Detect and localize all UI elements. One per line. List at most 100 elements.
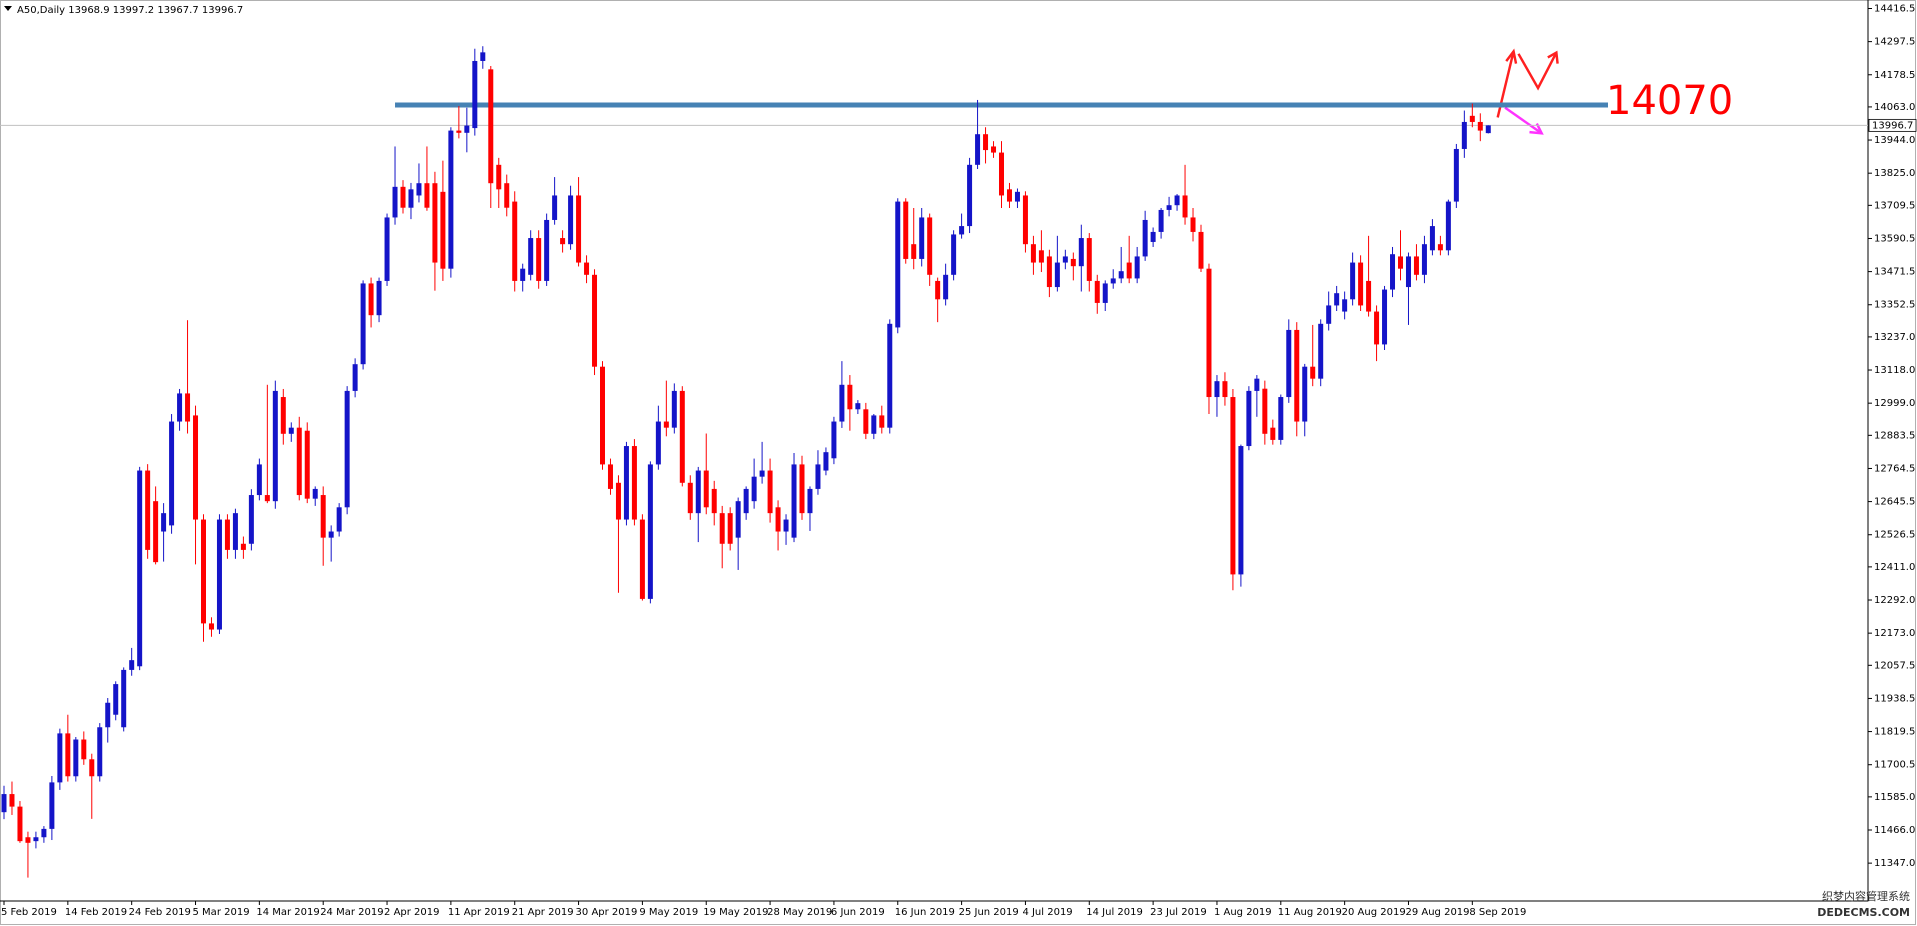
candle-body (33, 837, 39, 842)
candle-body (943, 274, 949, 300)
candle-body (560, 238, 566, 245)
header-high: 13997.2 (113, 5, 154, 16)
candle-body (1302, 366, 1308, 422)
candle-body (1318, 323, 1324, 379)
x-tick-label: 16 Jun 2019 (895, 907, 955, 918)
candle-body (1477, 121, 1483, 131)
x-tick-label: 8 Sep 2019 (1469, 907, 1526, 918)
candle-body (129, 660, 135, 670)
candle-body (280, 397, 286, 434)
candle-body (185, 393, 191, 422)
x-tick-label: 1 Aug 2019 (1214, 907, 1272, 918)
candle-body (1246, 390, 1252, 447)
candle-body (679, 390, 685, 483)
x-tick-label: 5 Feb 2019 (1, 907, 57, 918)
candle-body (1350, 262, 1356, 300)
candle-body (121, 669, 127, 728)
x-tick-label: 5 Mar 2019 (193, 907, 250, 918)
arrow-head (1505, 48, 1518, 64)
header-open: 13968.9 (68, 5, 109, 16)
y-tick-label: 13709.5 (1874, 200, 1915, 211)
x-tick-label: 9 May 2019 (639, 907, 698, 918)
x-tick-label: 23 Jul 2019 (1150, 907, 1207, 918)
candle-body (831, 421, 837, 459)
candle-body (312, 488, 318, 499)
arrow-head (1529, 122, 1544, 135)
candle-body (983, 134, 989, 151)
candle-body (1174, 195, 1180, 206)
candle-body (177, 393, 183, 422)
candle-body (1070, 258, 1076, 267)
x-tick-label: 20 Aug 2019 (1342, 907, 1406, 918)
header-low: 13967.7 (157, 5, 198, 16)
candle-body (137, 470, 143, 667)
candle-body (1078, 238, 1084, 267)
candle-body (73, 739, 79, 777)
candle-body (1413, 256, 1419, 275)
candle-body (1062, 256, 1068, 263)
candle-body (1310, 366, 1316, 379)
x-tick-label: 11 Aug 2019 (1278, 907, 1342, 918)
candle-body (1038, 250, 1044, 263)
x-tick-label: 14 Jul 2019 (1086, 907, 1143, 918)
x-tick-label: 11 Apr 2019 (448, 907, 510, 918)
candle-body (703, 470, 709, 508)
candle-body (248, 495, 254, 544)
y-tick-label: 14416.5 (1874, 3, 1915, 14)
y-tick-label: 13471.5 (1874, 267, 1915, 278)
candle-body (887, 323, 893, 428)
candle-body (89, 759, 95, 777)
y-tick-label: 13352.5 (1874, 300, 1915, 311)
candle-body (1445, 201, 1451, 251)
candle-body (81, 739, 87, 760)
watermark: DEDECMS.COM (1817, 906, 1910, 919)
candle-body (1469, 115, 1475, 122)
candle-body (224, 519, 230, 550)
candle-body (41, 828, 47, 838)
y-tick-label: 12645.5 (1874, 497, 1915, 508)
candle-body (1134, 256, 1140, 279)
candle-body (432, 183, 438, 263)
candle-body (208, 623, 214, 630)
candle-body (791, 464, 797, 538)
candle-body (584, 262, 590, 275)
menu-triangle (4, 6, 12, 11)
candle-body (304, 430, 310, 499)
candle-body (145, 470, 151, 550)
candle-body (1230, 397, 1236, 575)
candle-body (807, 488, 813, 514)
candle-body (480, 52, 486, 61)
y-tick-label: 12057.5 (1874, 660, 1915, 671)
candle-body (536, 238, 542, 281)
candle-body (911, 244, 917, 259)
candle-body (240, 543, 246, 550)
current-price-box (1868, 118, 1917, 132)
candle-body (1030, 244, 1036, 263)
x-tick-label: 2 Apr 2019 (384, 907, 439, 918)
candle-body (552, 195, 558, 220)
candle-body (600, 366, 605, 465)
candle-body (336, 507, 342, 532)
candle-body (695, 470, 701, 514)
candle-body (576, 195, 582, 263)
candle-body (1110, 278, 1116, 284)
candle-body (767, 470, 773, 514)
candle-body (1461, 121, 1467, 149)
candle-body (719, 513, 725, 544)
candle-body (927, 217, 933, 275)
candle-body (783, 519, 789, 532)
candle-body (751, 476, 757, 502)
candle-body (1150, 231, 1156, 242)
candle-body (711, 488, 717, 514)
candle-body (328, 531, 334, 538)
candle-body (639, 519, 645, 599)
candle-body (1262, 388, 1268, 434)
candle-body (161, 513, 167, 532)
x-tick-label: 6 Jun 2019 (831, 907, 885, 918)
candle-body (1334, 293, 1340, 306)
candle-body (775, 507, 781, 532)
resistance-label: 14070 (1606, 78, 1733, 124)
x-tick-label: 25 Jun 2019 (959, 907, 1019, 918)
y-tick-label: 11466.0 (1874, 825, 1915, 836)
candle-body (1437, 244, 1443, 251)
